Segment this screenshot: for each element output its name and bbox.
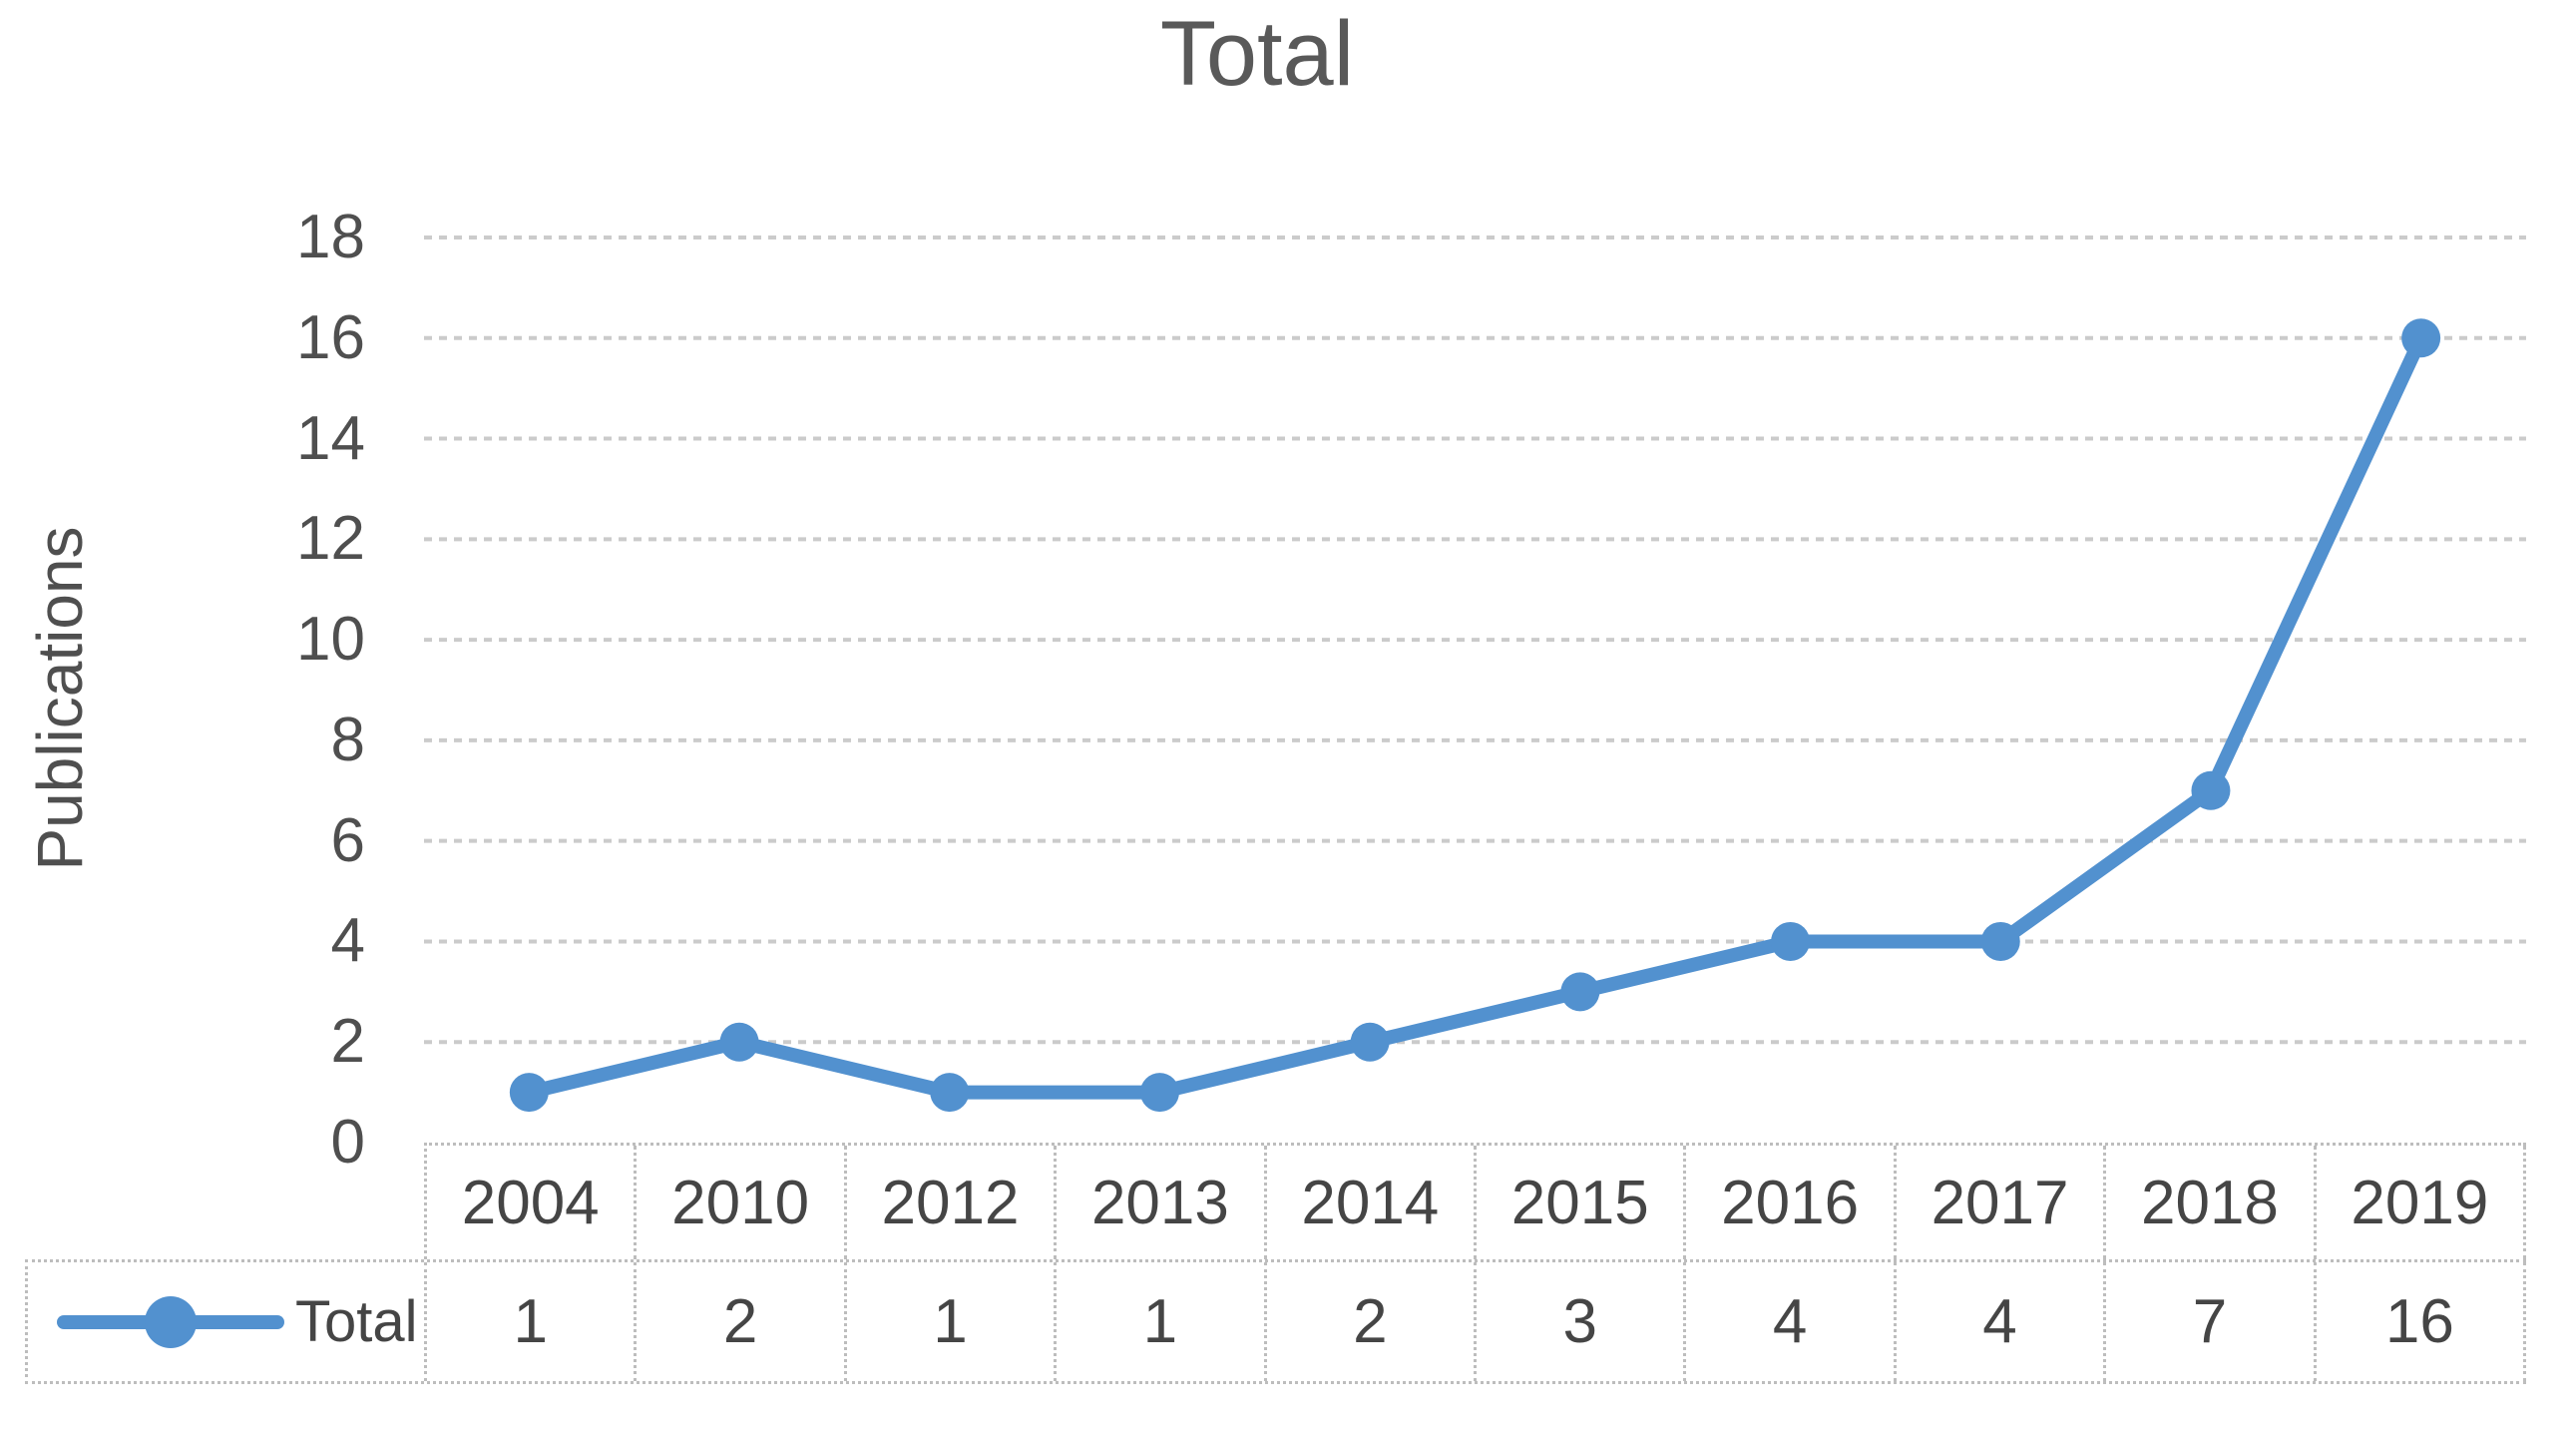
- data-table-year-header-row: 2004 2010 2012 2013 2014 2015 2016 2017 2018 2019: [424, 1143, 2527, 1259]
- value-cell-2016: 4: [1686, 1262, 1897, 1381]
- year-header-cell-2016: 2016: [1686, 1146, 1897, 1259]
- y-tick-label-14: 14: [296, 403, 365, 473]
- year-header-cell-2018: 2018: [2106, 1146, 2317, 1259]
- year-header-cell-2010: 2010: [637, 1146, 847, 1259]
- y-tick-label-18: 18: [296, 203, 365, 271]
- value-cell-2012: 1: [846, 1262, 1058, 1381]
- year-header-cell-2004: 2004: [427, 1146, 638, 1259]
- year-header-cell-2013: 2013: [1057, 1146, 1267, 1259]
- legend-line-marker-icon: [57, 1295, 284, 1348]
- data-point-2010: [719, 1022, 759, 1062]
- data-table-value-row: Total 1 2 1 1 2 3 4 4 7 16: [25, 1259, 2527, 1384]
- y-tick-label-0: 0: [330, 1108, 365, 1177]
- year-header-cell-2012: 2012: [846, 1146, 1058, 1259]
- legend-label: Total: [295, 1289, 418, 1354]
- value-cell-2004: 1: [427, 1262, 638, 1381]
- series-line: [522, 330, 2428, 1100]
- value-cell-2010: 2: [637, 1262, 847, 1381]
- year-header-cell-2014: 2014: [1266, 1146, 1478, 1259]
- legend-cell: Total: [28, 1262, 427, 1381]
- year-header-cell-2019: 2019: [2316, 1146, 2527, 1259]
- year-header-cell-2017: 2017: [1896, 1146, 2107, 1259]
- value-cell-2015: 3: [1477, 1262, 1687, 1381]
- y-tick-label-10: 10: [296, 605, 365, 675]
- value-cell-2013: 1: [1057, 1262, 1267, 1381]
- y-tick-label-2: 2: [330, 1007, 365, 1077]
- data-point-2018: [2191, 770, 2231, 810]
- value-cell-2014: 2: [1266, 1262, 1478, 1381]
- value-cell-2019: 16: [2316, 1262, 2527, 1381]
- y-tick-label-16: 16: [296, 302, 365, 372]
- value-cell-2018: 7: [2106, 1262, 2317, 1381]
- gridlines: [424, 236, 2526, 1045]
- data-point-2016: [1771, 921, 1811, 961]
- y-tick-label-6: 6: [330, 805, 365, 875]
- data-point-2013: [1139, 1073, 1179, 1113]
- value-cell-2017: 4: [1896, 1262, 2107, 1381]
- chart-title: Total: [1159, 3, 1355, 105]
- y-tick-label-12: 12: [296, 504, 365, 574]
- y-tick-label-4: 4: [330, 906, 365, 976]
- data-point-2004: [509, 1073, 549, 1113]
- y-tick-label-8: 8: [330, 705, 365, 774]
- series-total: [509, 318, 2441, 1113]
- data-point-2014: [1350, 1022, 1390, 1062]
- data-point-2017: [1980, 921, 2020, 961]
- data-point-2019: [2401, 318, 2441, 358]
- data-point-2012: [930, 1073, 970, 1113]
- data-point-2015: [1560, 972, 1600, 1012]
- year-header-cell-2015: 2015: [1477, 1146, 1687, 1259]
